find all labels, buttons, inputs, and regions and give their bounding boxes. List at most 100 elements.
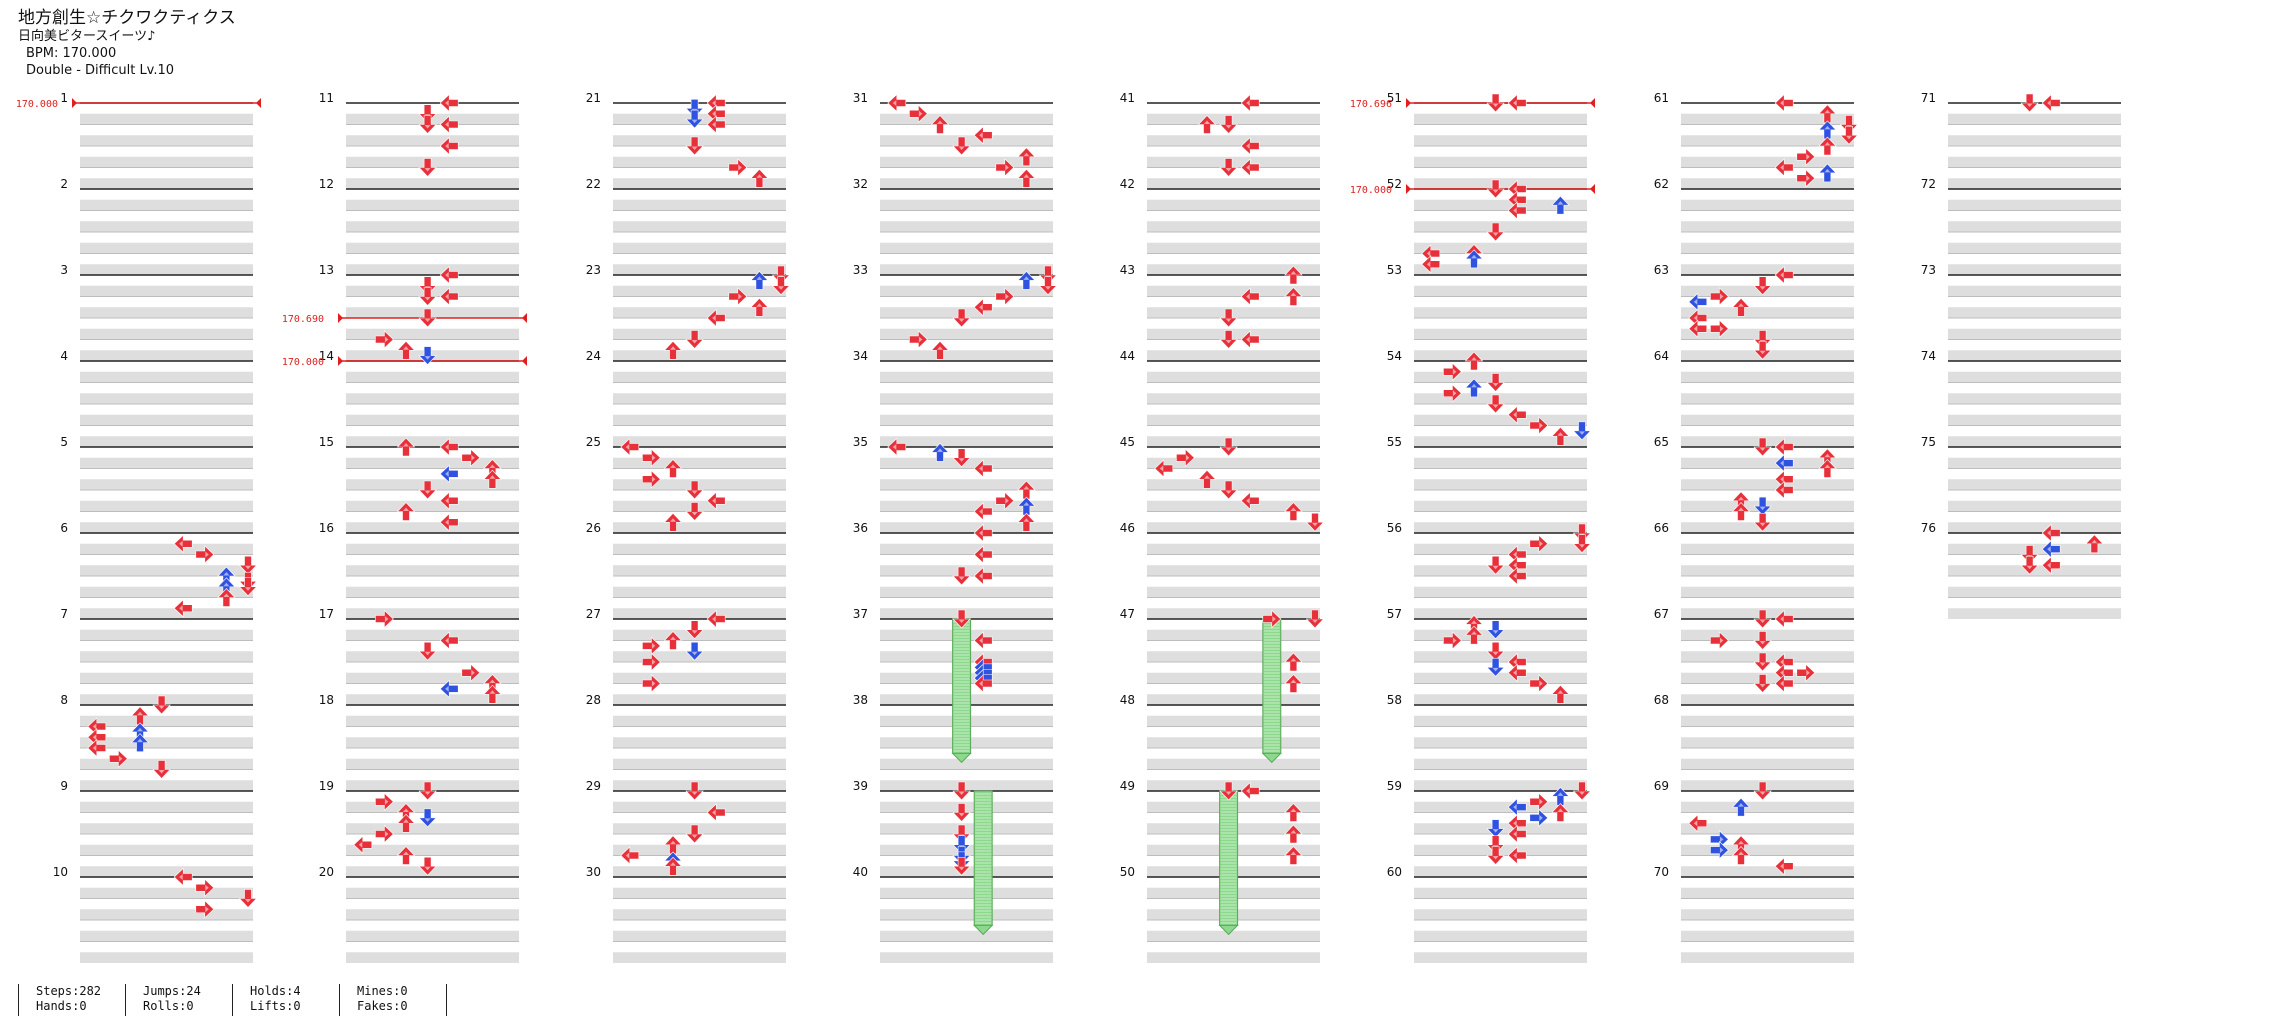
beat-band bbox=[880, 307, 1053, 318]
arrow-highlight bbox=[205, 906, 209, 913]
arrow-shape bbox=[353, 835, 373, 854]
arrow-shape bbox=[396, 437, 416, 457]
arrow-note bbox=[1731, 297, 1751, 317]
arrow-shape bbox=[1551, 195, 1570, 215]
measure-number: 49 bbox=[1120, 779, 1135, 793]
arrow-highlight bbox=[1780, 616, 1784, 622]
beat-band bbox=[1948, 586, 2121, 598]
arrow-shape bbox=[418, 480, 437, 500]
arrow-note bbox=[418, 287, 437, 306]
arrow-highlight bbox=[918, 110, 923, 117]
arrow-highlight bbox=[445, 637, 449, 644]
beat-band bbox=[613, 178, 786, 189]
beat-band bbox=[346, 823, 519, 834]
beat-band bbox=[346, 930, 519, 942]
beat-band bbox=[80, 522, 253, 533]
arrow-note bbox=[1507, 797, 1527, 817]
arrow-note bbox=[2041, 539, 2061, 559]
arrow-note bbox=[1284, 265, 1303, 285]
arrow-shape bbox=[1818, 459, 1837, 478]
arrow-shape bbox=[1284, 502, 1303, 521]
arrow-highlight bbox=[1290, 292, 1297, 296]
arrow-note bbox=[1154, 459, 1174, 478]
measure-number: 64 bbox=[1654, 349, 1669, 363]
beat-band bbox=[613, 909, 786, 920]
arrow-note bbox=[1753, 340, 1772, 360]
measure-number: 30 bbox=[586, 865, 601, 879]
beat-band bbox=[1147, 350, 1320, 361]
measure-32: 32 bbox=[853, 177, 1053, 275]
beat-band bbox=[1681, 715, 1854, 727]
beat-band bbox=[346, 672, 519, 684]
arrow-shape bbox=[1753, 340, 1772, 360]
beat-band bbox=[1681, 780, 1854, 791]
arrow-highlight bbox=[1780, 444, 1784, 450]
arrow-shape bbox=[2020, 545, 2039, 564]
arrow-note bbox=[1551, 426, 1570, 446]
arrow-note bbox=[1240, 491, 1260, 510]
bpm-change-start-marker bbox=[1406, 184, 1411, 194]
arrow-note bbox=[1529, 534, 1549, 553]
arrow-note bbox=[1774, 93, 1794, 113]
arrow-shape bbox=[750, 168, 769, 188]
arrow-note bbox=[1176, 448, 1195, 467]
measure-55: 55 bbox=[1387, 435, 1587, 533]
arrow-highlight bbox=[1290, 271, 1297, 275]
beat-band bbox=[346, 393, 519, 404]
measure-number: 68 bbox=[1654, 693, 1669, 707]
arrow-shape bbox=[1507, 846, 1527, 865]
arrow-shape bbox=[1219, 480, 1238, 500]
arrow-shape bbox=[1507, 201, 1527, 220]
arrow-shape bbox=[1486, 93, 1505, 113]
arrow-note bbox=[1305, 512, 1325, 532]
arrow-shape bbox=[1284, 652, 1303, 672]
measure-number: 13 bbox=[319, 263, 334, 277]
arrow-highlight bbox=[2047, 530, 2051, 536]
measure-58: 58 bbox=[1387, 693, 1587, 791]
arrow-shape bbox=[1197, 469, 1217, 489]
arrow-highlight bbox=[778, 286, 784, 290]
arrow-highlight bbox=[424, 866, 431, 871]
arrow-note bbox=[195, 878, 215, 897]
arrow-shape bbox=[418, 781, 437, 801]
beat-band bbox=[1681, 414, 1854, 426]
arrow-shape bbox=[1486, 641, 1505, 661]
arrow-shape bbox=[439, 265, 459, 285]
arrow-shape bbox=[1464, 351, 1484, 371]
arrow-shape bbox=[1551, 426, 1570, 446]
arrow-note bbox=[217, 588, 236, 607]
arrow-shape bbox=[973, 631, 993, 650]
arrow-note bbox=[1017, 147, 1036, 167]
arrow-highlight bbox=[1759, 662, 1766, 666]
beat-band bbox=[1147, 780, 1320, 791]
arrow-note bbox=[887, 437, 907, 457]
arrow-shape bbox=[1572, 781, 1592, 801]
stat-rolls: Rolls:0 bbox=[143, 999, 194, 1013]
arrow-note bbox=[1262, 609, 1282, 629]
arrow-highlight bbox=[670, 464, 676, 468]
beat-band bbox=[80, 436, 253, 447]
arrow-highlight bbox=[1780, 659, 1784, 665]
arrow-note bbox=[1710, 840, 1729, 860]
arrow-shape bbox=[1219, 437, 1238, 457]
arrow-highlight bbox=[1579, 544, 1585, 548]
beat-band bbox=[613, 264, 786, 275]
arrow-note bbox=[1839, 125, 1859, 145]
beat-band bbox=[880, 113, 1053, 125]
beat-band bbox=[1147, 393, 1320, 404]
beat-band bbox=[346, 371, 519, 383]
beat-band bbox=[80, 930, 253, 942]
beat-band bbox=[1147, 629, 1320, 641]
beat-band bbox=[346, 135, 519, 146]
measure-number: 27 bbox=[586, 607, 601, 621]
beat-band bbox=[613, 221, 786, 232]
arrow-note bbox=[909, 104, 928, 123]
arrow-note bbox=[1464, 351, 1484, 371]
arrow-note bbox=[952, 566, 971, 586]
beat-band bbox=[613, 328, 786, 340]
arrow-shape bbox=[1507, 824, 1527, 844]
beat-band bbox=[1147, 371, 1320, 383]
arrow-highlight bbox=[1513, 562, 1517, 569]
beat-band bbox=[346, 199, 519, 211]
beat-band bbox=[880, 758, 1053, 770]
